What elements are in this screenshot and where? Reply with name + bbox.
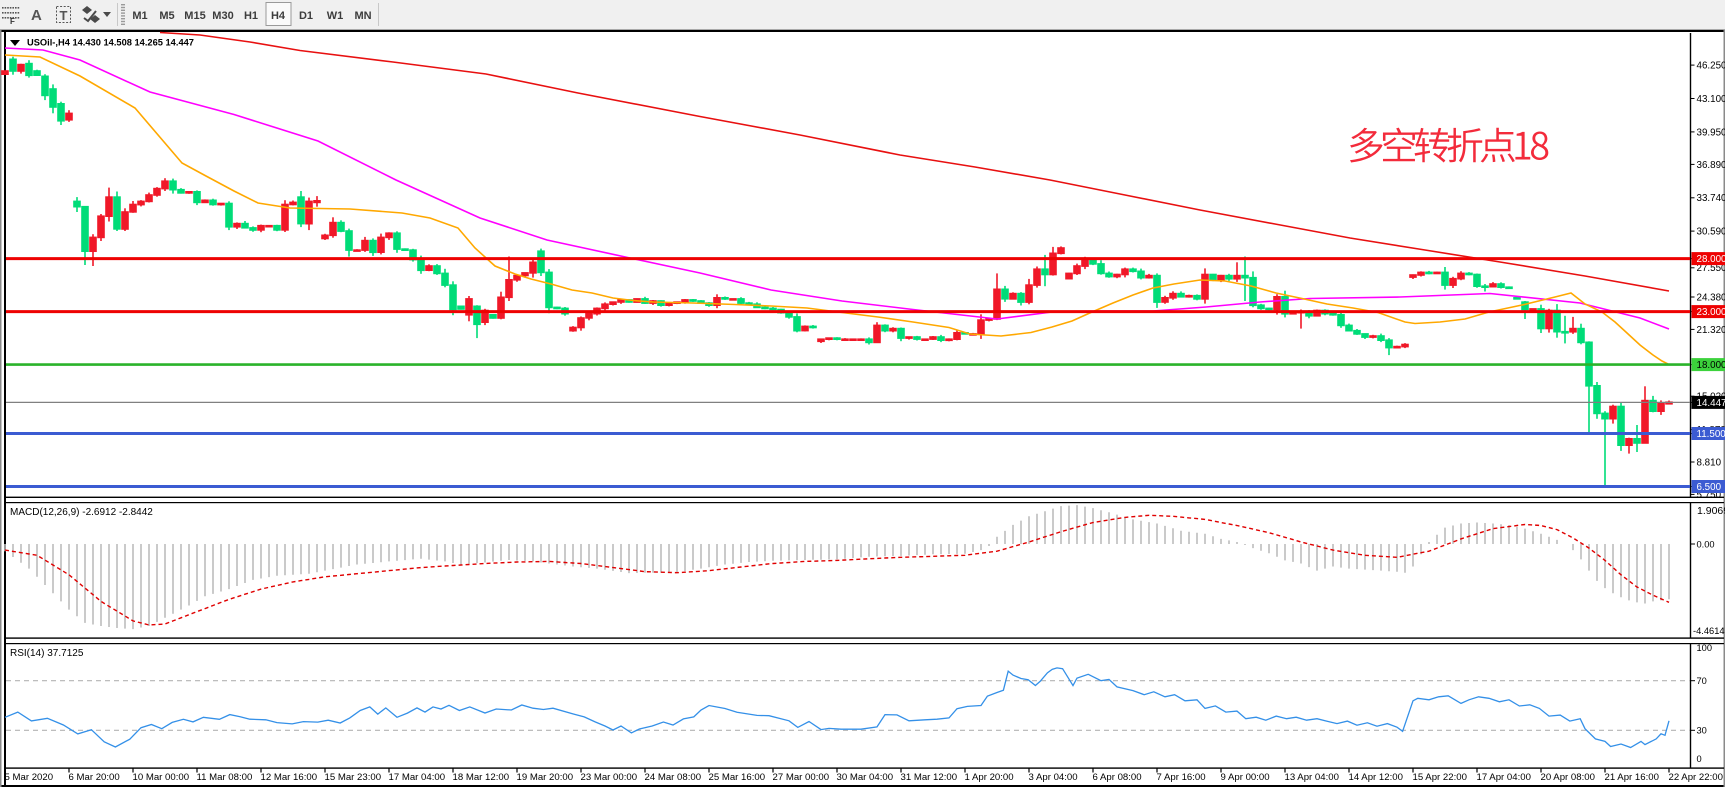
svg-text:8.810: 8.810 [1697, 457, 1722, 468]
svg-text:21.320: 21.320 [1697, 325, 1725, 336]
svg-text:23.000: 23.000 [1697, 307, 1725, 318]
svg-text:11.500: 11.500 [1697, 429, 1725, 440]
svg-text:18.000: 18.000 [1697, 360, 1725, 371]
svg-text:28.000: 28.000 [1697, 254, 1725, 265]
svg-text:H1: H1 [244, 10, 258, 22]
svg-text:M5: M5 [159, 10, 174, 22]
svg-text:20 Apr 08:00: 20 Apr 08:00 [1541, 772, 1595, 783]
svg-text:22 Apr 22:00: 22 Apr 22:00 [1669, 772, 1723, 783]
svg-text:0.00: 0.00 [1697, 539, 1715, 549]
svg-text:15 Apr 22:00: 15 Apr 22:00 [1413, 772, 1467, 783]
svg-text:100: 100 [1697, 643, 1713, 653]
svg-text:46.250: 46.250 [1697, 61, 1725, 72]
svg-text:23 Mar 00:00: 23 Mar 00:00 [581, 772, 638, 783]
svg-text:21 Apr 16:00: 21 Apr 16:00 [1605, 772, 1659, 783]
svg-text:11 Mar 08:00: 11 Mar 08:00 [197, 772, 253, 783]
svg-text:14.447: 14.447 [1697, 398, 1725, 409]
svg-text:30 Mar 04:00: 30 Mar 04:00 [837, 772, 894, 783]
svg-text:13 Apr 04:00: 13 Apr 04:00 [1285, 772, 1339, 783]
svg-text:33.740: 33.740 [1697, 193, 1725, 204]
svg-text:M1: M1 [132, 10, 147, 22]
svg-text:USOil-,H4 14.430 14.508 14.26: USOil-,H4 14.430 14.508 14.265 14.447 [27, 38, 194, 48]
svg-text:10 Mar 00:00: 10 Mar 00:00 [133, 772, 190, 783]
svg-text:12 Mar 16:00: 12 Mar 16:00 [261, 772, 318, 783]
svg-text:0: 0 [1697, 754, 1702, 764]
svg-text:1 Apr 20:00: 1 Apr 20:00 [965, 772, 1014, 783]
svg-text:39.950: 39.950 [1697, 127, 1725, 138]
svg-text:RSI(14) 37.7125: RSI(14) 37.7125 [10, 648, 84, 659]
svg-text:15 Mar 23:00: 15 Mar 23:00 [325, 772, 382, 783]
svg-text:A: A [31, 7, 42, 24]
svg-text:7 Apr 16:00: 7 Apr 16:00 [1157, 772, 1206, 783]
svg-text:5 Mar 2020: 5 Mar 2020 [5, 772, 54, 783]
svg-text:19 Mar 20:00: 19 Mar 20:00 [517, 772, 574, 783]
svg-text:31 Mar 12:00: 31 Mar 12:00 [901, 772, 958, 783]
svg-text:36.890: 36.890 [1697, 160, 1725, 171]
svg-text:D1: D1 [299, 10, 313, 22]
svg-text:3 Apr 04:00: 3 Apr 04:00 [1029, 772, 1078, 783]
svg-text:6 Mar 20:00: 6 Mar 20:00 [69, 772, 120, 783]
svg-text:18 Mar 12:00: 18 Mar 12:00 [453, 772, 510, 783]
svg-text:W1: W1 [327, 10, 344, 22]
svg-text:6 Apr 08:00: 6 Apr 08:00 [1093, 772, 1142, 783]
svg-text:24.380: 24.380 [1697, 292, 1725, 303]
svg-text:25 Mar 16:00: 25 Mar 16:00 [709, 772, 766, 783]
svg-text:17 Apr 04:00: 17 Apr 04:00 [1477, 772, 1531, 783]
svg-text:H4: H4 [271, 10, 286, 22]
svg-text:M15: M15 [184, 10, 205, 22]
svg-text:1.9069: 1.9069 [1697, 505, 1725, 517]
svg-text:MACD(12,26,9) -2.6912 -2.8442: MACD(12,26,9) -2.6912 -2.8442 [10, 507, 153, 518]
svg-text:F: F [10, 17, 15, 26]
svg-text:9 Apr 00:00: 9 Apr 00:00 [1221, 772, 1270, 783]
svg-text:17 Mar 04:00: 17 Mar 04:00 [389, 772, 446, 783]
svg-text:14 Apr 12:00: 14 Apr 12:00 [1349, 772, 1403, 783]
svg-text:43.100: 43.100 [1697, 94, 1725, 105]
svg-text:M30: M30 [212, 10, 233, 22]
svg-text:70: 70 [1697, 676, 1707, 686]
svg-text:T: T [60, 8, 68, 23]
svg-text:24 Mar 08:00: 24 Mar 08:00 [645, 772, 702, 783]
svg-text:MN: MN [354, 10, 371, 22]
svg-text:30.590: 30.590 [1697, 227, 1725, 238]
svg-text:6.500: 6.500 [1697, 482, 1722, 493]
svg-text:30: 30 [1697, 726, 1707, 736]
svg-text:-4.4614: -4.4614 [1693, 626, 1725, 636]
svg-text:27 Mar 00:00: 27 Mar 00:00 [773, 772, 830, 783]
